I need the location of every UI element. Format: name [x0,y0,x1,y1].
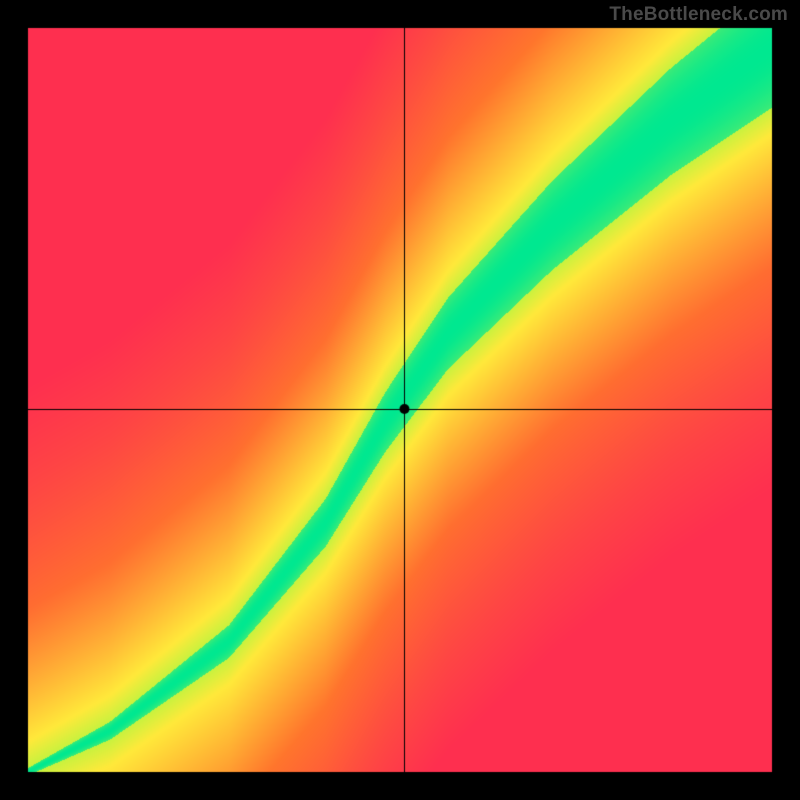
bottleneck-heatmap [0,0,800,800]
watermark-text: TheBottleneck.com [609,4,788,26]
